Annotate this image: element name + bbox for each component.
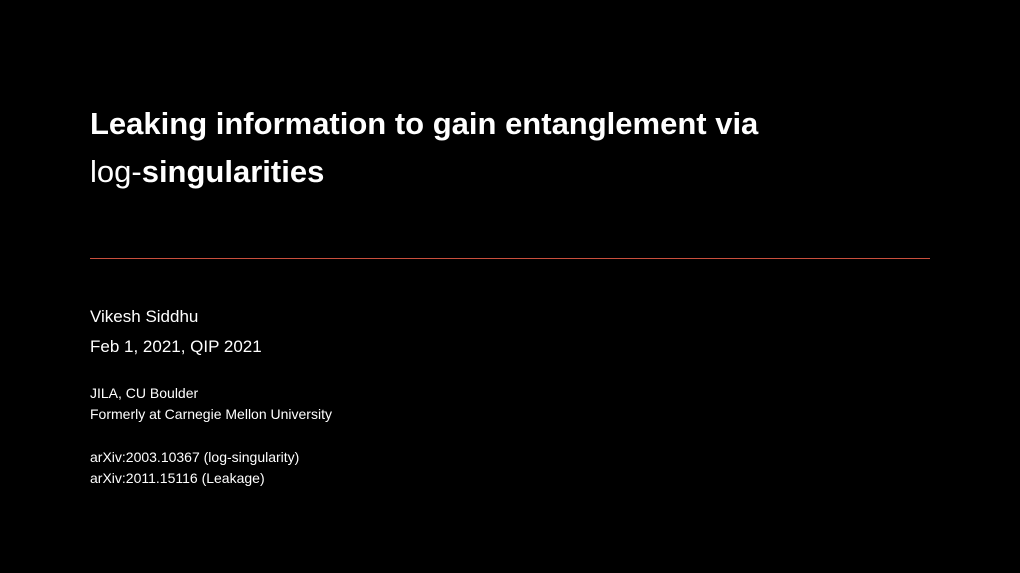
- reference-line1: arXiv:2003.10367 (log-singularity): [90, 447, 930, 468]
- title-part2-light: log-: [90, 154, 142, 189]
- title-part1: Leaking information to gain entanglement…: [90, 106, 758, 141]
- slide-container: Leaking information to gain entanglement…: [0, 0, 1020, 573]
- slide-title: Leaking information to gain entanglement…: [90, 100, 930, 196]
- author-name: Vikesh Siddhu: [90, 307, 930, 327]
- affiliation-line1: JILA, CU Boulder: [90, 383, 930, 404]
- affiliation-block: JILA, CU Boulder Formerly at Carnegie Me…: [90, 383, 930, 425]
- presentation-date: Feb 1, 2021, QIP 2021: [90, 337, 930, 357]
- affiliation-line2: Formerly at Carnegie Mellon University: [90, 404, 930, 425]
- title-part2-bold: singularities: [142, 154, 325, 189]
- references-block: arXiv:2003.10367 (log-singularity) arXiv…: [90, 447, 930, 489]
- divider-line: [90, 258, 930, 259]
- reference-line2: arXiv:2011.15116 (Leakage): [90, 468, 930, 489]
